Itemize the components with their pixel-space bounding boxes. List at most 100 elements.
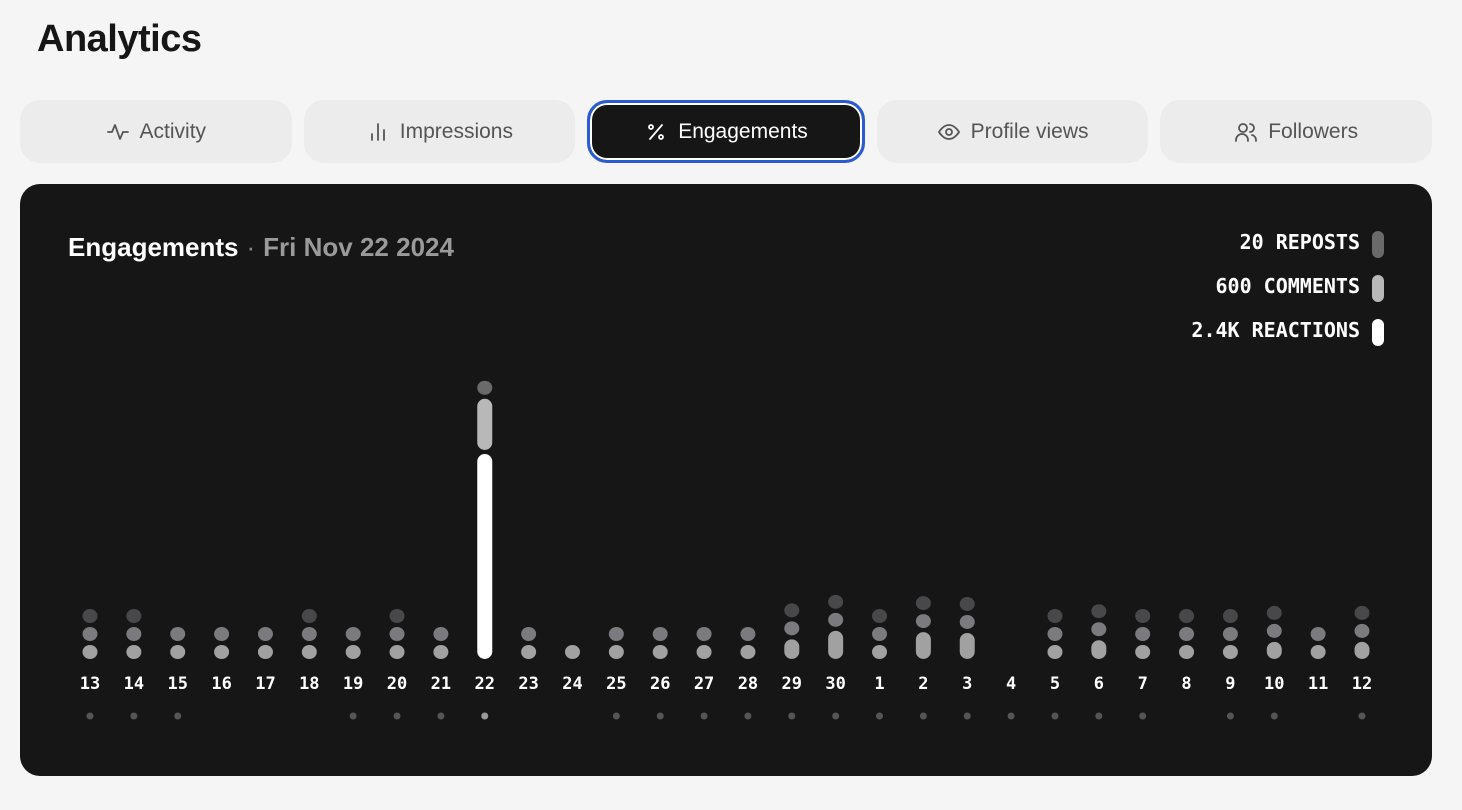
day-column-13[interactable]: 13 [80, 609, 100, 720]
day-column-14[interactable]: 14 [124, 609, 144, 720]
comments-bar [1266, 623, 1282, 638]
day-column-6[interactable]: 6 [1091, 604, 1107, 720]
tab-followers[interactable]: Followers [1160, 100, 1432, 163]
day-column-7[interactable]: 7 [1135, 609, 1151, 720]
comments-bar [1135, 627, 1151, 641]
day-column-30[interactable]: 30 [825, 594, 846, 720]
day-column-10[interactable]: 10 [1264, 605, 1285, 720]
reposts-bar [1179, 609, 1195, 623]
day-column-3[interactable]: 3 [959, 596, 975, 720]
comments-bar [345, 627, 361, 641]
comments-bar [652, 627, 668, 641]
comments-bar [1047, 627, 1063, 641]
day-column-4[interactable]: 4 [1006, 674, 1016, 720]
tab-impressions[interactable]: Impressions [303, 100, 576, 163]
day-column-17[interactable]: 17 [255, 627, 276, 694]
day-column-23[interactable]: 23 [518, 627, 539, 694]
reposts-bar [872, 609, 888, 623]
x-tick-label: 16 [211, 674, 231, 694]
reposts-bar [915, 596, 931, 611]
post-marker-dot [876, 712, 884, 720]
tab-bar: Activity Impressions Engagements Profile… [20, 100, 1432, 163]
reactions-bar [1135, 645, 1151, 659]
post-marker-dot [700, 712, 708, 720]
day-column-12[interactable]: 12 [1352, 605, 1372, 720]
post-marker-dot [788, 712, 796, 720]
reactions-bar [126, 645, 142, 659]
comments-bar [915, 614, 931, 629]
selected-date: Fri Nov 22 2024 [263, 232, 454, 262]
reactions-bar [301, 645, 317, 659]
tab-activity[interactable]: Activity [20, 100, 292, 163]
day-column-22[interactable]: 22 [475, 380, 495, 720]
day-column-9[interactable]: 9 [1222, 609, 1238, 720]
reactions-bar [828, 630, 844, 659]
reactions-bar [170, 645, 186, 659]
reposts-bar [1047, 609, 1063, 623]
x-tick-label: 30 [825, 674, 845, 694]
day-column-11[interactable]: 11 [1308, 627, 1328, 694]
legend-swatch [1372, 319, 1384, 346]
reposts-bar [1135, 609, 1151, 623]
reactions-bar [1047, 645, 1063, 659]
day-column-28[interactable]: 28 [738, 627, 758, 720]
day-column-15[interactable]: 15 [167, 627, 188, 720]
day-column-20[interactable]: 20 [387, 609, 407, 720]
tab-label: Followers [1268, 119, 1359, 143]
x-tick-label: 15 [167, 674, 187, 694]
reactions-bar [872, 645, 888, 659]
comments-bar [1310, 627, 1326, 641]
day-column-5[interactable]: 5 [1047, 609, 1063, 720]
comments-bar [1354, 623, 1370, 638]
tab-profile-views[interactable]: Profile views [876, 100, 1149, 163]
tab-label: Engagements [678, 119, 808, 143]
post-marker-dot [174, 712, 182, 720]
day-column-18[interactable]: 18 [299, 609, 320, 694]
day-column-19[interactable]: 19 [343, 627, 363, 720]
comments-bar [301, 627, 317, 641]
x-tick-label: 7 [1138, 674, 1148, 694]
x-tick-label: 14 [124, 674, 144, 694]
x-tick-label: 2 [918, 674, 928, 694]
x-tick-label: 26 [650, 674, 670, 694]
reposts-bar [828, 594, 844, 609]
x-tick-label: 17 [255, 674, 275, 694]
comments-bar [1179, 627, 1195, 641]
reactions-bar [652, 645, 668, 659]
reactions-bar [389, 645, 405, 659]
day-column-16[interactable]: 16 [211, 627, 232, 694]
post-marker-dot [1139, 712, 1147, 720]
day-column-27[interactable]: 27 [694, 627, 714, 720]
day-column-2[interactable]: 2 [915, 596, 931, 720]
reactions-bar [740, 645, 756, 659]
day-column-24[interactable]: 24 [562, 645, 583, 694]
post-marker-dot [612, 712, 620, 720]
reactions-bar [214, 645, 230, 659]
reposts-bar [82, 609, 98, 623]
engagements-chart: 13 14 15 16 17 18 19 20 21 22 23 24 25 26 27 28 29 30 1 2 3 4… [80, 380, 1372, 720]
day-column-21[interactable]: 21 [431, 627, 451, 720]
comments-bar [696, 627, 712, 641]
comments-bar [521, 627, 537, 641]
x-tick-label: 18 [299, 674, 319, 694]
x-tick-label: 21 [431, 674, 451, 694]
day-column-1[interactable]: 1 [872, 609, 888, 720]
percent-icon [648, 123, 665, 140]
legend-label: 2.4K REACTIONS [1191, 318, 1360, 342]
comments-bar [126, 627, 142, 641]
x-tick-label: 29 [782, 674, 802, 694]
comments-bar [433, 627, 449, 641]
reactions-bar [345, 645, 361, 659]
day-column-8[interactable]: 8 [1179, 609, 1195, 694]
day-column-29[interactable]: 29 [782, 603, 802, 720]
tab-engagements[interactable]: Engagements [587, 100, 865, 163]
post-marker-dot [832, 712, 840, 720]
x-tick-label: 9 [1225, 674, 1235, 694]
legend-reposts: 20 REPOSTS [1191, 230, 1384, 274]
day-column-25[interactable]: 25 [606, 627, 627, 720]
day-column-26[interactable]: 26 [650, 627, 670, 720]
x-tick-label: 5 [1050, 674, 1060, 694]
x-tick-label: 19 [343, 674, 363, 694]
comments-bar [257, 627, 273, 641]
x-tick-label: 4 [1006, 674, 1016, 694]
